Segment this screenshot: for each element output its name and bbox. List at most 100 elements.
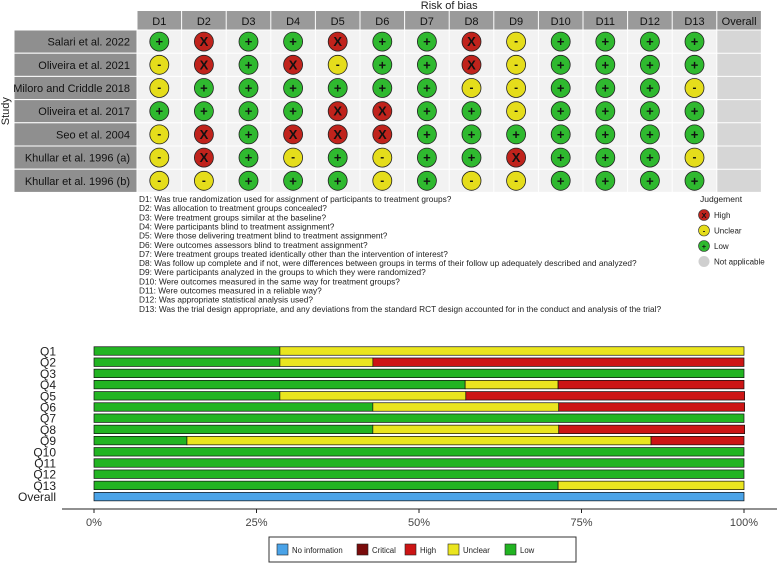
judgement-circle	[640, 31, 660, 52]
x-tick-label: 75%	[570, 517, 592, 529]
judgement-circle	[372, 78, 393, 98]
judgement-circle	[640, 78, 660, 98]
judgement-symbol: +	[289, 173, 297, 188]
judgement-symbol: +	[245, 81, 253, 96]
judgement-symbol: -	[380, 150, 384, 164]
judgement-circle	[283, 124, 304, 145]
judgement-symbol: +	[289, 81, 297, 96]
question-text: D4: Were participants blind to treatment…	[139, 221, 335, 231]
study-label: Seo et al. 2004	[56, 129, 130, 141]
bar-segment	[93, 346, 281, 356]
study-axis-label: Study	[0, 97, 12, 126]
category-label: Q9	[40, 434, 56, 448]
judgement-symbol: +	[245, 173, 253, 188]
judgement-circle	[149, 31, 170, 52]
judgement-symbol: +	[200, 81, 208, 96]
judgement-symbol: +	[557, 81, 565, 96]
judgement-circle	[461, 78, 482, 98]
domain-header: D11	[596, 16, 615, 28]
judgement-symbol: X	[200, 150, 209, 165]
category-label: Q4	[40, 378, 56, 392]
question-text: D1: Was true randomization used for assi…	[139, 194, 452, 204]
legend-label: Low	[520, 546, 535, 555]
judgement-symbol: X	[467, 57, 476, 72]
judgement-symbol: +	[691, 173, 699, 188]
judgement-symbol: +	[646, 57, 654, 72]
judgement-circle	[149, 78, 170, 98]
judgement-legend: Judgement X High- Unclear + Low Not applicable	[698, 194, 765, 267]
judgement-circle	[461, 147, 482, 168]
study-label-cell	[13, 168, 138, 193]
study-label: Khullar et al. 1996 (b)	[25, 176, 130, 188]
judgement-circle	[283, 101, 304, 122]
judgement-circle	[283, 54, 304, 75]
category-label: Q7	[40, 412, 56, 426]
judgement-circle	[595, 170, 616, 191]
judgement-circle	[238, 54, 259, 75]
judgement-circle	[550, 78, 571, 98]
judgement-symbol: +	[423, 150, 431, 165]
category-label: Q8	[40, 423, 56, 437]
judgement-symbol: -	[470, 173, 474, 187]
judgement-circle	[416, 78, 437, 98]
bar-segment	[372, 402, 560, 412]
x-tick-label: 50%	[408, 517, 430, 529]
judgement-circle	[461, 124, 482, 145]
bar-segment	[279, 357, 374, 367]
judgement-circle	[283, 170, 304, 191]
bar-segment	[93, 368, 745, 378]
judgement-symbol: -	[380, 173, 384, 187]
judgement-symbol: -	[514, 173, 518, 187]
legend-swatch	[447, 543, 460, 556]
judgement-circle	[416, 170, 437, 191]
judgement-symbol: +	[423, 34, 431, 49]
judgement-circle	[461, 101, 482, 122]
judgement-symbol: +	[156, 34, 164, 49]
judgement-circle	[193, 147, 214, 168]
question-text: D6: Were outcomes assessors blind to tre…	[139, 240, 368, 250]
legend-label: High	[420, 546, 436, 555]
legend-label: No information	[292, 546, 343, 555]
judgement-symbol: +	[602, 173, 610, 188]
judgement-circle	[506, 78, 526, 98]
judgement-symbol: +	[334, 81, 342, 96]
judgement-circle	[550, 54, 571, 75]
legend-label: Not applicable	[714, 258, 765, 267]
judgement-symbol: +	[334, 150, 342, 165]
judgement-circle	[149, 147, 170, 168]
bar-segment	[93, 458, 745, 468]
judgement-symbol: +	[468, 127, 476, 142]
judgement-circle	[327, 101, 348, 122]
legend-label: Low	[714, 242, 729, 251]
judgement-symbol: +	[512, 127, 520, 142]
judgement-circle	[238, 31, 259, 52]
judgement-circle	[327, 124, 348, 145]
judgement-symbol: +	[245, 150, 253, 165]
bar-segment	[93, 447, 745, 457]
bar-segment	[557, 480, 745, 490]
judgement-symbol: +	[379, 81, 387, 96]
judgement-circle	[327, 147, 348, 168]
domain-header: D12	[640, 16, 660, 28]
judgement-circle	[506, 147, 526, 168]
judgement-symbol: +	[557, 104, 565, 119]
judgement-symbol: +	[289, 104, 297, 119]
judgement-circle	[327, 170, 348, 191]
judgement-circle	[149, 124, 170, 145]
category-label: Q1	[40, 345, 56, 359]
judgement-circle	[550, 147, 571, 168]
judgement-symbol: +	[245, 127, 253, 142]
judgement-symbol: +	[691, 127, 699, 142]
category-label: Q3	[40, 367, 56, 381]
study-label: Khullar et al. 1996 (a)	[25, 153, 130, 165]
judgement-circle	[149, 54, 170, 75]
judgement-circle	[193, 78, 214, 98]
judgement-symbol: -	[202, 173, 206, 187]
bar-segment	[93, 480, 559, 490]
judgement-symbol: X	[289, 127, 298, 142]
judgement-circle	[372, 54, 393, 75]
judgement-symbol: +	[646, 173, 654, 188]
legend-swatch	[356, 543, 369, 556]
bar-segment	[558, 402, 745, 412]
judgement-circle	[193, 54, 214, 75]
